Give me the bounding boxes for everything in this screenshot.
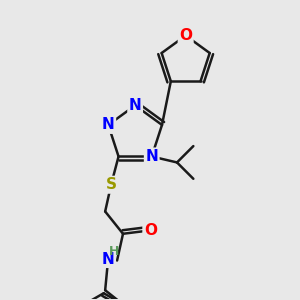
Text: N: N (146, 149, 158, 164)
Text: H: H (109, 244, 119, 257)
Text: N: N (129, 98, 142, 113)
Text: S: S (106, 177, 117, 192)
Text: O: O (144, 223, 157, 238)
Text: N: N (102, 251, 115, 266)
Text: O: O (179, 28, 192, 43)
Text: N: N (102, 117, 115, 132)
